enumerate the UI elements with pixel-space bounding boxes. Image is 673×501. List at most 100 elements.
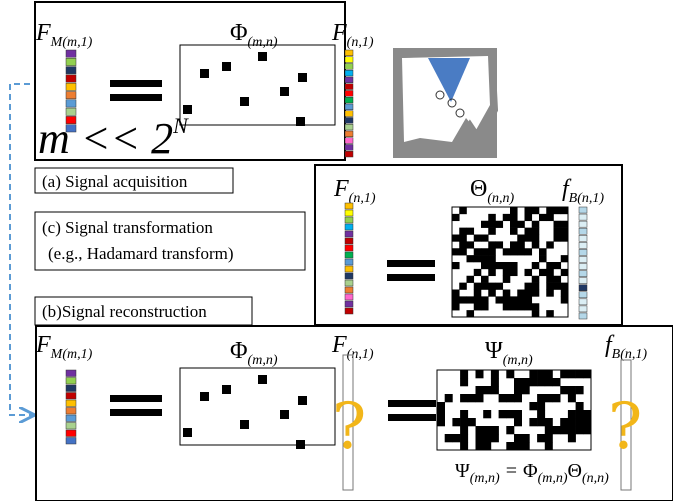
matrix-entry	[546, 214, 554, 221]
matrix-entry	[546, 290, 554, 297]
matrix-entry	[460, 378, 468, 386]
matrix-entry	[525, 248, 533, 255]
matrix-entry	[554, 235, 562, 242]
matrix-entry	[452, 248, 460, 255]
matrix-entry	[452, 235, 460, 242]
matrix-entry	[568, 418, 576, 426]
vector-cell	[579, 242, 587, 248]
matrix-entry	[481, 248, 489, 255]
vector-cell	[345, 50, 353, 56]
vector-cell	[345, 203, 353, 209]
matrix-entry	[467, 276, 475, 283]
vector-cell	[345, 118, 353, 124]
matrix-entry	[576, 402, 584, 410]
matrix-entry	[583, 426, 591, 434]
matrix-entry	[222, 62, 231, 71]
matrix-entry	[537, 434, 545, 442]
vector-cell	[345, 91, 353, 97]
matrix-entry	[532, 303, 540, 310]
matrix-entry	[537, 378, 545, 386]
matrix-entry	[561, 207, 569, 214]
symbol: F(n,1)	[331, 20, 374, 50]
vector-cell	[345, 145, 353, 151]
matrix-entry	[437, 418, 445, 426]
matrix-entry	[532, 221, 540, 228]
matrix-entry	[459, 296, 467, 303]
matrix-entry	[539, 269, 547, 276]
matrix-entry	[560, 386, 568, 394]
matrix-entry	[560, 418, 568, 426]
matrix-entry	[503, 296, 511, 303]
matrix-entry	[517, 290, 525, 297]
vector-cell	[345, 124, 353, 130]
matrix-entry	[546, 269, 554, 276]
matrix-entry	[525, 303, 533, 310]
vector-cell	[345, 294, 353, 300]
vector-cell	[579, 313, 587, 319]
matrix-entry	[537, 402, 545, 410]
matrix-entry	[483, 426, 491, 434]
matrix-entry	[510, 241, 518, 248]
symbol: FM(m,1)	[35, 20, 93, 50]
vector-cell	[345, 138, 353, 144]
matrix-entry	[522, 434, 530, 442]
matrix-entry	[510, 262, 518, 269]
matrix-entry	[474, 235, 482, 242]
matrix-entry	[546, 262, 554, 269]
matrix-entry	[506, 370, 514, 378]
matrix-entry	[503, 303, 511, 310]
vector-cell	[579, 292, 587, 298]
panel-label: (a) Signal acquisition	[42, 172, 188, 191]
matrix-entry	[460, 442, 468, 450]
matrix-entry	[510, 228, 518, 235]
vector-cell	[579, 214, 587, 220]
unknown-mark: ?	[608, 390, 642, 464]
vector-cell	[579, 235, 587, 241]
matrix-entry	[553, 394, 561, 402]
matrix-entry	[554, 283, 562, 290]
matrix-entry	[546, 310, 554, 317]
matrix-entry	[506, 394, 514, 402]
matrix-entry	[488, 290, 496, 297]
equation: Ψ(m,n)=Φ(m,n)Θ(n,n)	[455, 460, 609, 486]
matrix-entry	[576, 386, 584, 394]
symbol: FM(m,1)	[35, 332, 93, 362]
matrix-entry	[532, 310, 540, 317]
matrix-entry	[554, 221, 562, 228]
matrix-entry	[483, 442, 491, 450]
matrix-entry	[481, 296, 489, 303]
matrix-entry	[561, 228, 569, 235]
matrix-entry	[437, 410, 445, 418]
matrix-entry	[545, 434, 553, 442]
vector-cell	[579, 306, 587, 312]
panel-label: (b)Signal reconstruction	[42, 302, 207, 321]
matrix-entry	[525, 235, 533, 242]
matrix-entry	[561, 235, 569, 242]
matrix-entry	[491, 426, 499, 434]
matrix-entry	[503, 248, 511, 255]
matrix-entry	[503, 262, 511, 269]
matrix-entry	[532, 276, 540, 283]
matrix-entry	[560, 370, 568, 378]
vector-cell	[345, 266, 353, 272]
matrix-entry	[488, 255, 496, 262]
matrix-entry	[460, 410, 468, 418]
equals-bar	[110, 80, 162, 87]
vector-cell	[345, 77, 353, 83]
vector-cell	[345, 231, 353, 237]
vector-cell	[66, 83, 76, 90]
matrix-entry	[506, 426, 514, 434]
vector-cell	[579, 299, 587, 305]
matrix-entry	[561, 255, 569, 262]
symbol: Ψ(m,n)	[485, 338, 533, 368]
matrix-entry	[183, 105, 192, 114]
matrix-entry	[510, 248, 518, 255]
matrix-entry	[546, 276, 554, 283]
matrix-entry	[532, 262, 540, 269]
matrix-entry	[258, 375, 267, 384]
vector-cell	[66, 75, 76, 82]
vector-cell	[66, 385, 76, 392]
matrix-entry	[452, 418, 460, 426]
vector-cell	[66, 92, 76, 99]
vector-cell	[345, 84, 353, 90]
